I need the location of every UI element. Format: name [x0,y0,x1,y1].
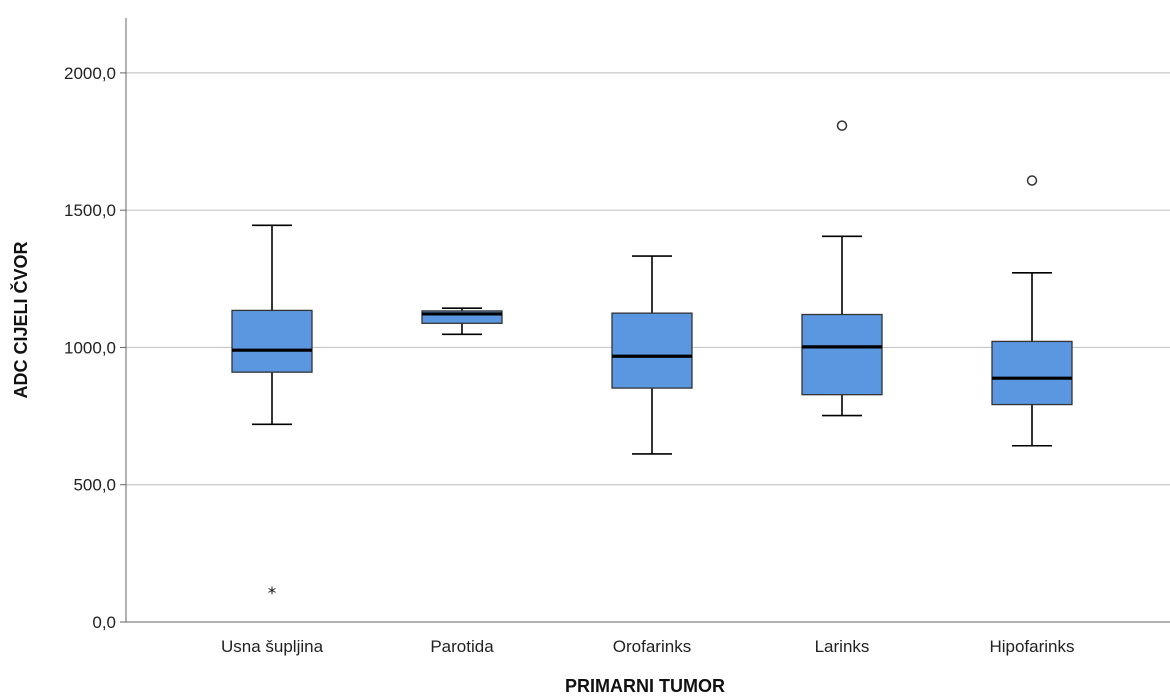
box-iqr [801,313,883,396]
y-tick-label: 500,0 [73,476,116,495]
y-tick-label: 0,0 [92,613,116,632]
x-tick-label: Usna šupljina [221,637,324,656]
x-axis-title: PRIMARNI TUMOR [565,676,725,696]
y-axis-title: ADC CIJELI ČVOR [10,241,31,398]
axes [125,18,1170,623]
box-group [421,307,503,336]
extreme-point: * [268,584,277,604]
x-tick-labels: Usna šupljina Parotida Orofarinks Larinks Hi… [221,637,1075,656]
x-tick-label: Hipofarinks [989,637,1074,656]
x-tick-label: Parotida [430,637,494,656]
x-tick-label: Larinks [815,637,870,656]
x-tick-label: Orofarinks [613,637,691,656]
y-tick-label: 2000,0 [64,64,116,83]
box-group [611,255,693,455]
box-group [801,120,883,417]
boxes: * [231,120,1073,604]
box-group [991,175,1073,447]
outlier-point [836,120,848,131]
y-tick-label: 1000,0 [64,338,116,357]
y-tick-label: 1500,0 [64,201,116,220]
gridlines [126,72,1170,486]
box-iqr [231,309,313,373]
y-tick-labels: 0,0 500,0 1000,0 1500,0 2000,0 [64,64,126,632]
box-group: * [231,224,313,604]
box-iqr [991,340,1073,406]
outlier-point [1026,175,1038,186]
box-iqr [611,312,693,389]
